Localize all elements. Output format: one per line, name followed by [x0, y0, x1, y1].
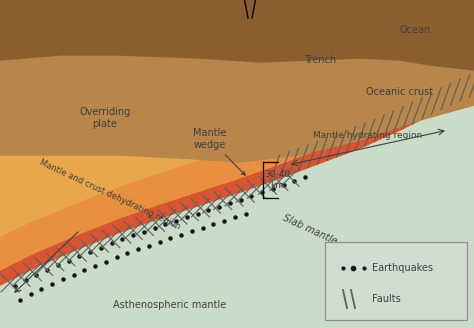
- Polygon shape: [200, 18, 300, 57]
- Text: Oceanic crust: Oceanic crust: [366, 87, 434, 97]
- Polygon shape: [0, 0, 474, 70]
- Text: Mantle and crust dehydrating region: Mantle and crust dehydrating region: [38, 158, 182, 232]
- Text: Asthenospheric mantle: Asthenospheric mantle: [113, 300, 227, 310]
- Text: Mantle
wedge: Mantle wedge: [193, 128, 245, 175]
- Text: Overriding
plate: Overriding plate: [79, 107, 131, 129]
- Text: Trench: Trench: [304, 55, 336, 65]
- Text: 30-40
km: 30-40 km: [264, 170, 290, 190]
- Text: Earthquakes: Earthquakes: [372, 263, 433, 273]
- FancyBboxPatch shape: [325, 242, 467, 320]
- Polygon shape: [0, 84, 474, 285]
- Text: Faults: Faults: [372, 294, 401, 304]
- Polygon shape: [270, 0, 474, 95]
- Polygon shape: [0, 56, 469, 274]
- Polygon shape: [0, 95, 474, 285]
- Polygon shape: [0, 55, 474, 162]
- Text: Ocean: Ocean: [400, 25, 430, 35]
- Text: Mantle hydrating region: Mantle hydrating region: [313, 131, 423, 140]
- Text: Slab mantle: Slab mantle: [282, 213, 339, 247]
